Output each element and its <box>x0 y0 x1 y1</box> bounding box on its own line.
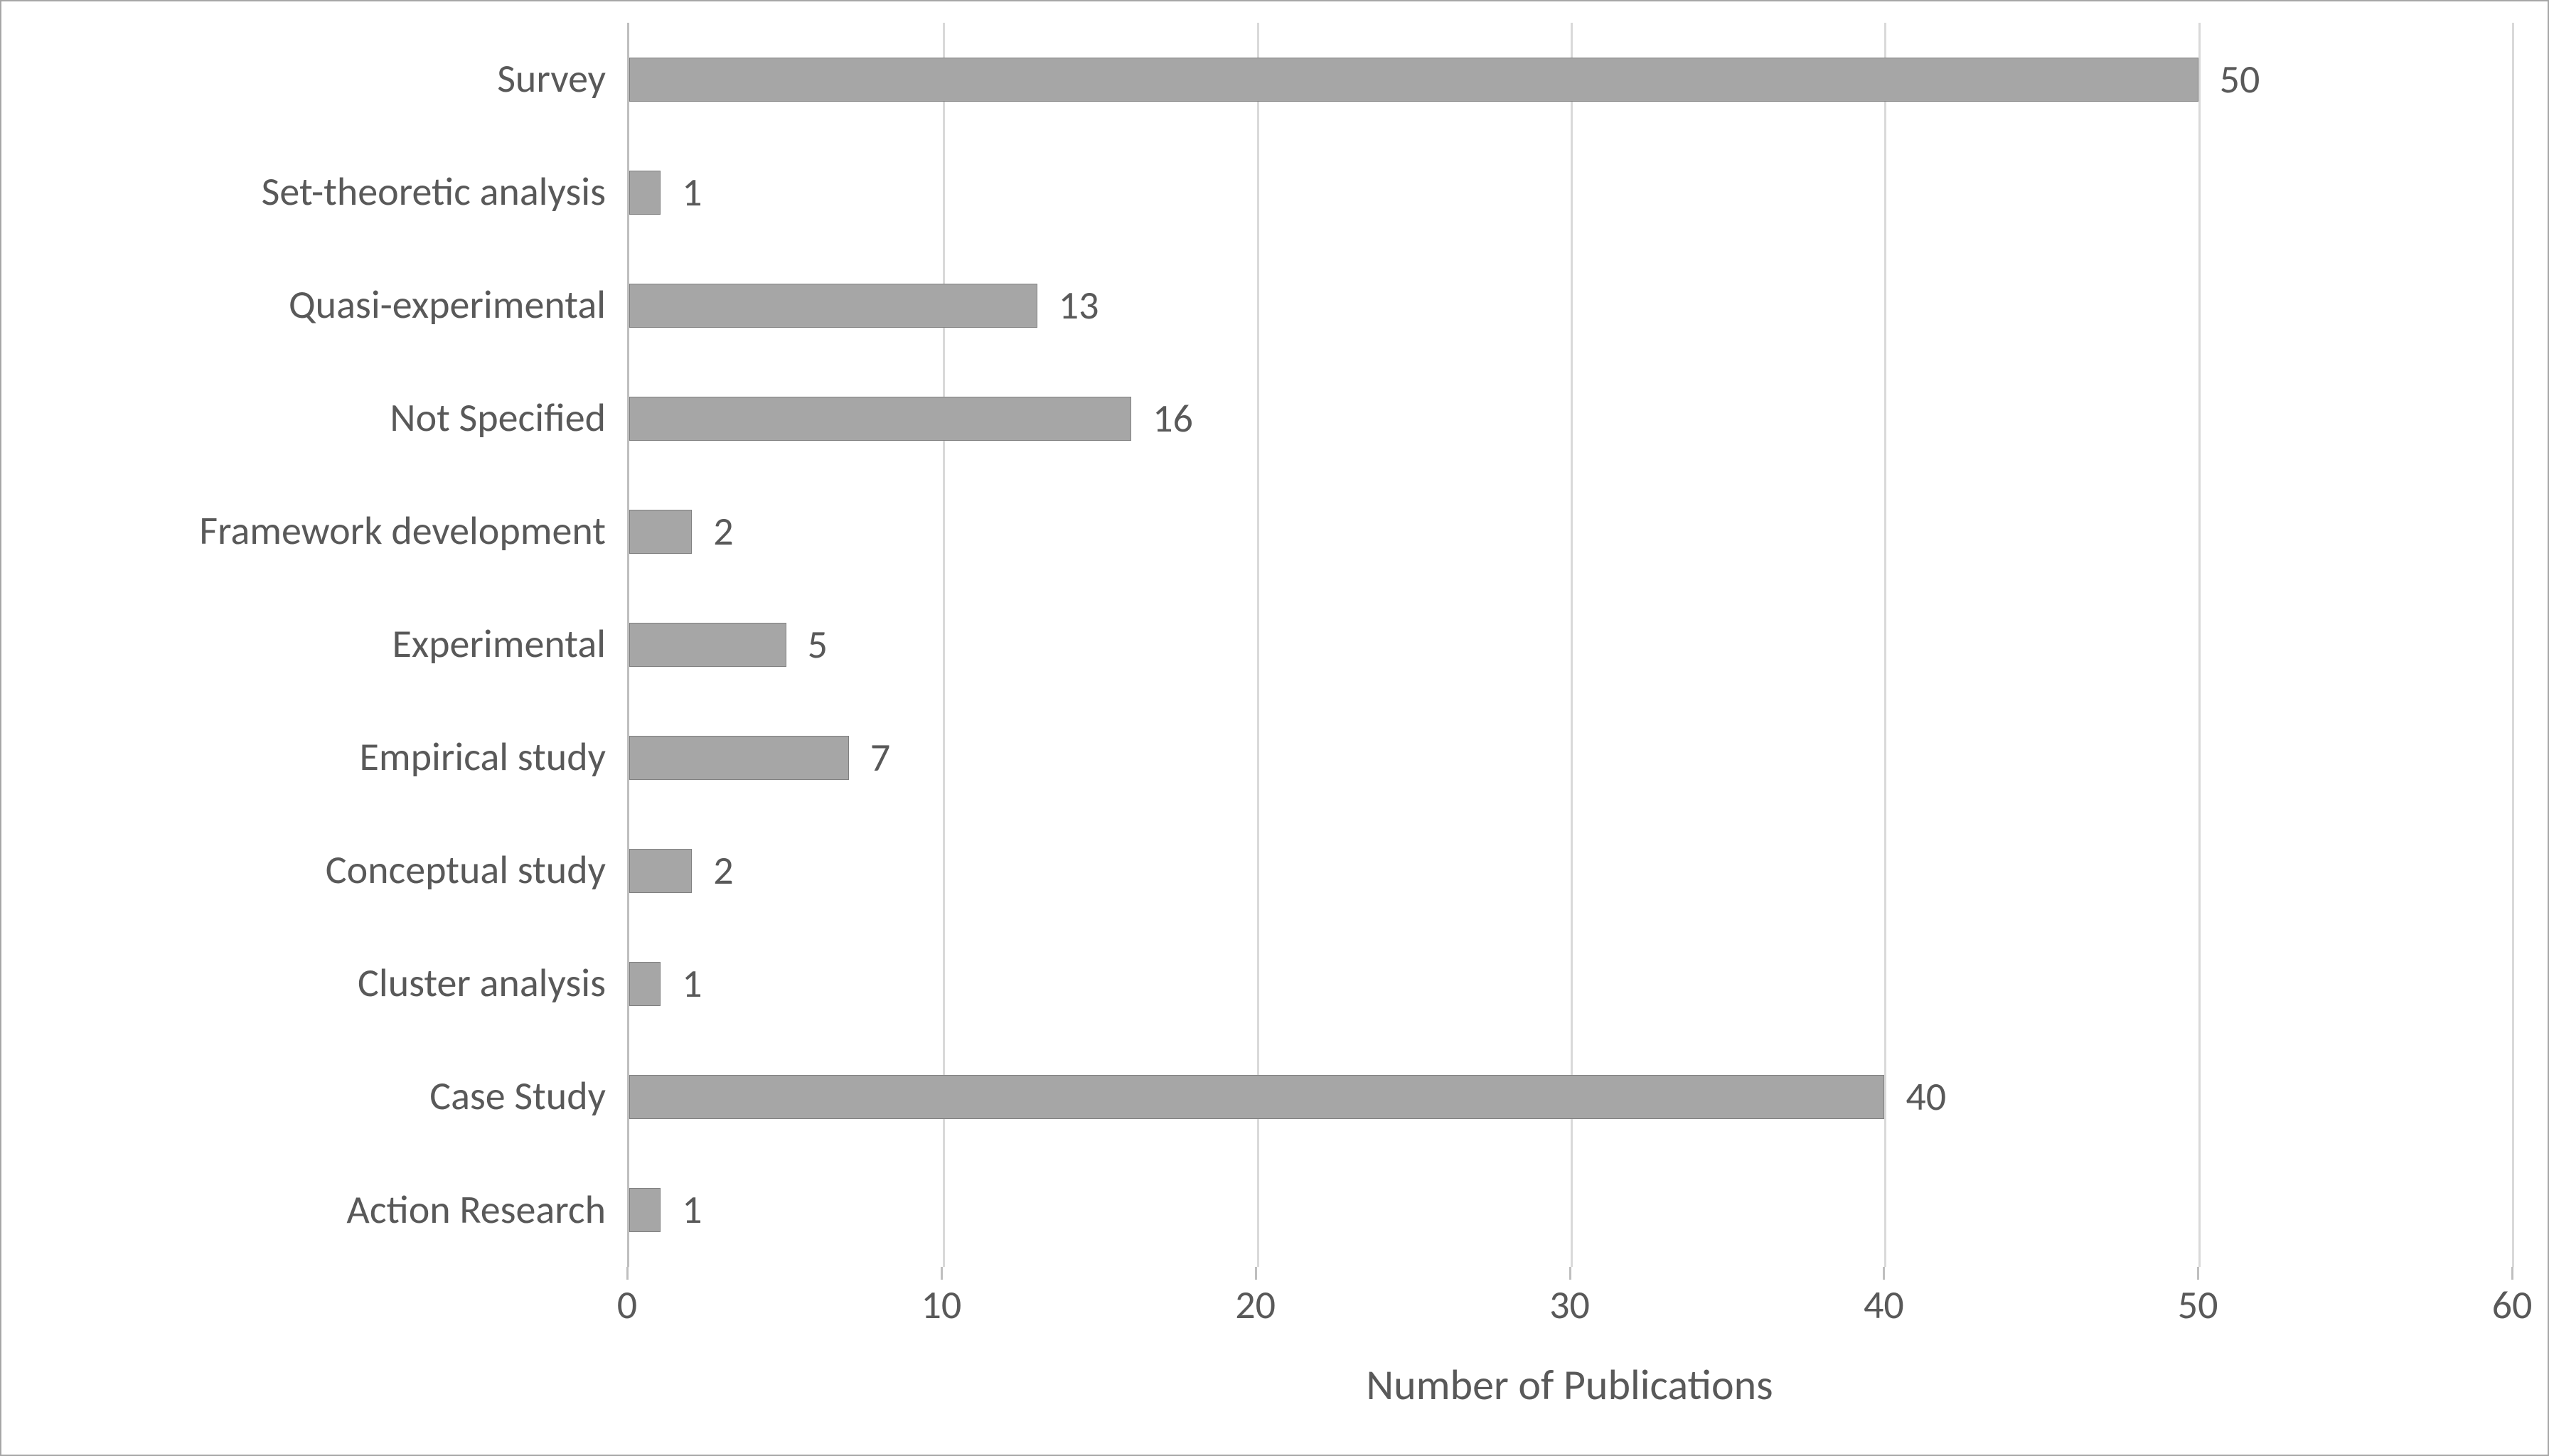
x-tick-mark <box>2511 1267 2513 1280</box>
bar <box>629 284 1037 328</box>
bar <box>629 510 692 554</box>
bar-value-label: 5 <box>808 621 828 669</box>
y-label: Action Research <box>23 1189 606 1233</box>
plot-wrap: Survey Set-theoretic analysis Quasi-expe… <box>23 23 2512 1267</box>
bar <box>629 849 692 893</box>
y-label: Empirical study <box>23 736 606 780</box>
bar-row: 50 <box>629 58 2512 102</box>
bar <box>629 1188 661 1232</box>
x-tick-label: 60 <box>2492 1281 2533 1329</box>
bar <box>629 962 661 1006</box>
bar-row: 1 <box>629 962 2512 1006</box>
bar-value-label: 2 <box>713 847 733 895</box>
x-tick-label: 40 <box>1864 1281 1904 1329</box>
bars-container: 50 1 13 16 2 <box>629 23 2512 1267</box>
bar-value-label: 50 <box>2220 55 2260 104</box>
y-label: Set-theoretic analysis <box>23 171 606 215</box>
gridline <box>2512 23 2514 1267</box>
x-tick-mark <box>1255 1267 1257 1280</box>
y-label: Case Study <box>23 1075 606 1119</box>
x-tick-label: 10 <box>921 1281 961 1329</box>
bar-value-label: 1 <box>682 960 702 1008</box>
x-tick-label: 20 <box>1235 1281 1276 1329</box>
bar-value-label: 40 <box>1906 1073 1946 1121</box>
x-tick-label: 30 <box>1549 1281 1590 1329</box>
x-tick-mark <box>1569 1267 1571 1280</box>
bar-row: 1 <box>629 1188 2512 1232</box>
y-label: Framework development <box>23 510 606 554</box>
x-tick-mark <box>1883 1267 1885 1280</box>
bar-row: 13 <box>629 284 2512 328</box>
chart-frame: Survey Set-theoretic analysis Quasi-expe… <box>0 0 2549 1456</box>
bar-row: 5 <box>629 623 2512 667</box>
bar <box>629 171 661 215</box>
bar-row: 1 <box>629 171 2512 215</box>
bar-value-label: 13 <box>1059 282 1099 330</box>
x-tick-label: 0 <box>617 1281 637 1329</box>
bar-row: 2 <box>629 510 2512 554</box>
y-label: Conceptual study <box>23 849 606 893</box>
bar-row: 7 <box>629 736 2512 780</box>
bar-row: 16 <box>629 397 2512 441</box>
bar <box>629 623 786 667</box>
bar-value-label: 2 <box>713 508 733 556</box>
x-axis-title: Number of Publications <box>627 1359 2512 1411</box>
bar-value-label: 16 <box>1153 395 1193 443</box>
bar-value-label: 1 <box>682 1186 702 1234</box>
bar-value-label: 7 <box>870 734 890 782</box>
x-tick-mark <box>2197 1267 2199 1280</box>
x-axis: 0102030405060 <box>627 1267 2512 1324</box>
bar-row: 2 <box>629 849 2512 893</box>
bar <box>629 397 1131 441</box>
y-label: Cluster analysis <box>23 962 606 1006</box>
y-axis-labels: Survey Set-theoretic analysis Quasi-expe… <box>23 23 627 1267</box>
bar-row: 40 <box>629 1075 2512 1119</box>
plot-area: 50 1 13 16 2 <box>627 23 2512 1267</box>
x-tick-label: 50 <box>2178 1281 2218 1329</box>
x-tick-mark <box>941 1267 943 1280</box>
bar <box>629 58 2198 102</box>
x-tick-mark <box>626 1267 629 1280</box>
y-label: Survey <box>23 58 606 102</box>
y-label: Not Specified <box>23 397 606 441</box>
bar <box>629 1075 1884 1119</box>
bar-value-label: 1 <box>682 168 702 217</box>
y-label: Quasi-experimental <box>23 284 606 328</box>
bar <box>629 736 849 780</box>
y-label: Experimental <box>23 623 606 667</box>
